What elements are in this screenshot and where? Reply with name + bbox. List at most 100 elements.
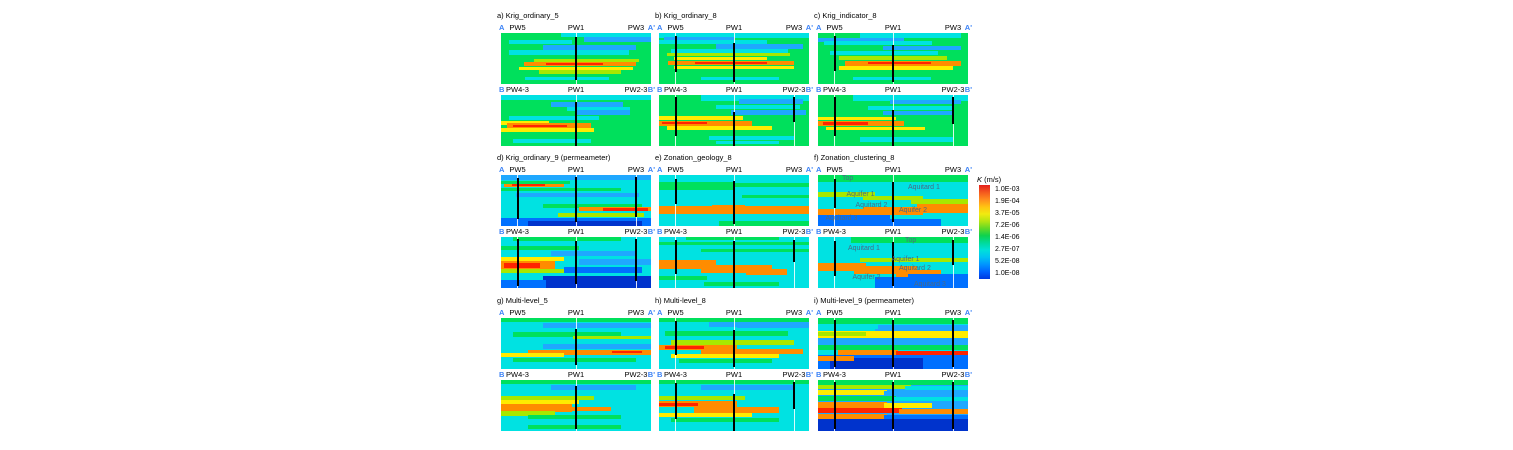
panel-title: h) Multi-level_8 bbox=[655, 296, 706, 305]
well-pw1 bbox=[575, 102, 577, 146]
well-pw1 bbox=[733, 394, 735, 431]
panel-group-b: b) Krig_ordinary_8 A PW5 PW1 PW3 A' B PW4-3 PW1 P… bbox=[655, 11, 813, 146]
k-band bbox=[830, 358, 923, 369]
zone-label: Aquitard 3 bbox=[914, 280, 946, 288]
k-band bbox=[860, 33, 961, 38]
well-pw1 bbox=[733, 43, 735, 82]
section-header: A PW5 PW1 PW3 A' bbox=[816, 164, 972, 175]
well-pw1 bbox=[892, 45, 894, 82]
section-header: B PW4-3 PW1 PW2-3 B' bbox=[499, 84, 655, 95]
legend-tick-label: 7.2E-06 bbox=[995, 222, 1020, 229]
k-band bbox=[726, 182, 809, 188]
panel-title: g) Multi-level_5 bbox=[497, 296, 548, 305]
k-band bbox=[558, 212, 644, 217]
legend-tick-label: 5.2E-08 bbox=[995, 258, 1020, 265]
k-band bbox=[543, 203, 642, 208]
k-band bbox=[546, 63, 603, 66]
k-band bbox=[671, 390, 779, 395]
color-legend: K (m/s) 1.0E-03 1.9E-04 3.7E-05 7.2E-06 1.4E-… bbox=[977, 175, 1031, 285]
well-pw1 bbox=[575, 177, 577, 222]
panel-group-g: g) Multi-level_5 A PW5 PW1 PW3 A' B PW4-3 PW1 PW2… bbox=[497, 296, 655, 431]
k-band bbox=[708, 135, 794, 140]
k-band bbox=[741, 195, 809, 198]
well-label: PW1 bbox=[567, 165, 585, 174]
section-end-label: B' bbox=[805, 227, 813, 236]
k-band bbox=[867, 105, 953, 110]
k-band bbox=[852, 95, 968, 102]
k-band bbox=[508, 115, 599, 120]
zone-label: Aquifer 2 bbox=[852, 273, 881, 281]
well-pw5 bbox=[833, 179, 836, 208]
k-band bbox=[884, 390, 968, 396]
well-label: PW1 bbox=[567, 370, 585, 379]
k-band bbox=[818, 407, 902, 414]
zone-label: Aquitard 2 bbox=[899, 264, 931, 272]
well-label: PW1 bbox=[884, 85, 902, 94]
k-band bbox=[818, 116, 896, 121]
well-label: PW3 bbox=[627, 165, 645, 174]
section-end-label: B' bbox=[647, 370, 655, 379]
cross-section-heatmap: Top Aquitard 1 Aquifer 1 Aquitard 2 Aquifer … bbox=[818, 237, 968, 288]
k-band bbox=[513, 124, 567, 128]
k-band bbox=[851, 237, 968, 244]
well-pw1 bbox=[575, 329, 577, 365]
k-band bbox=[659, 116, 743, 120]
k-band bbox=[875, 276, 968, 288]
k-band bbox=[513, 237, 621, 242]
well-pw4-3 bbox=[833, 97, 836, 136]
zone-label: Aquitard 1 bbox=[848, 245, 880, 253]
section-end-label: B bbox=[499, 370, 505, 379]
section-header: A PW5 PW1 PW3 A' bbox=[657, 307, 813, 318]
well-label: PW3 bbox=[944, 23, 962, 32]
well-label: PW2-3 bbox=[782, 227, 806, 236]
section-end-label: B bbox=[657, 227, 663, 236]
well-pw4-3 bbox=[833, 382, 836, 429]
k-band bbox=[818, 37, 904, 43]
well-pw4-3 bbox=[674, 97, 677, 136]
section-header: B PW4-3 PW1 PW2-3 B' bbox=[499, 369, 655, 380]
well-label: PW1 bbox=[884, 227, 902, 236]
k-band bbox=[917, 203, 968, 213]
well-label: PW4-3 bbox=[823, 227, 846, 236]
well-label: PW5 bbox=[509, 165, 526, 174]
section-end-label: B' bbox=[964, 227, 972, 236]
legend-tick-label: 2.7E-07 bbox=[995, 246, 1020, 253]
k-band bbox=[501, 391, 609, 396]
well-label: PW4-3 bbox=[664, 227, 687, 236]
well-pw5 bbox=[674, 36, 677, 72]
panel-title: f) Zonation_clustering_8 bbox=[814, 153, 895, 162]
panel-group-c: c) Krig_indicator_8 A PW5 PW1 PW3 A' B PW4-3 PW1… bbox=[814, 11, 972, 146]
k-band bbox=[543, 241, 636, 246]
section-end-label: A bbox=[499, 165, 505, 174]
k-band bbox=[893, 397, 968, 402]
well-pw2-3 bbox=[952, 240, 954, 265]
k-band bbox=[884, 414, 968, 420]
k-band bbox=[612, 350, 642, 354]
k-band bbox=[659, 400, 737, 407]
section-end-label: A' bbox=[805, 165, 813, 174]
k-band bbox=[550, 251, 636, 256]
well-label: PW2-3 bbox=[624, 370, 648, 379]
k-band bbox=[818, 356, 854, 362]
k-band bbox=[659, 275, 707, 281]
k-band bbox=[686, 237, 779, 241]
k-band bbox=[513, 332, 621, 337]
k-band bbox=[579, 259, 651, 266]
well-label: PW5 bbox=[509, 308, 526, 317]
k-band bbox=[896, 351, 968, 357]
k-band bbox=[854, 265, 917, 274]
k-band bbox=[659, 260, 716, 269]
k-band bbox=[659, 327, 737, 332]
k-band bbox=[875, 324, 968, 332]
well-pw4-3 bbox=[516, 239, 519, 286]
well-label: PW4-3 bbox=[506, 85, 529, 94]
well-pw1 bbox=[733, 330, 735, 367]
section-end-label: A' bbox=[647, 165, 655, 174]
k-band bbox=[818, 413, 887, 420]
section-header: B PW4-3 PW1 PW2-3 B' bbox=[816, 84, 972, 95]
k-band bbox=[662, 121, 707, 125]
k-band bbox=[576, 110, 630, 115]
well-label: PW4-3 bbox=[664, 370, 687, 379]
k-band bbox=[543, 343, 651, 349]
